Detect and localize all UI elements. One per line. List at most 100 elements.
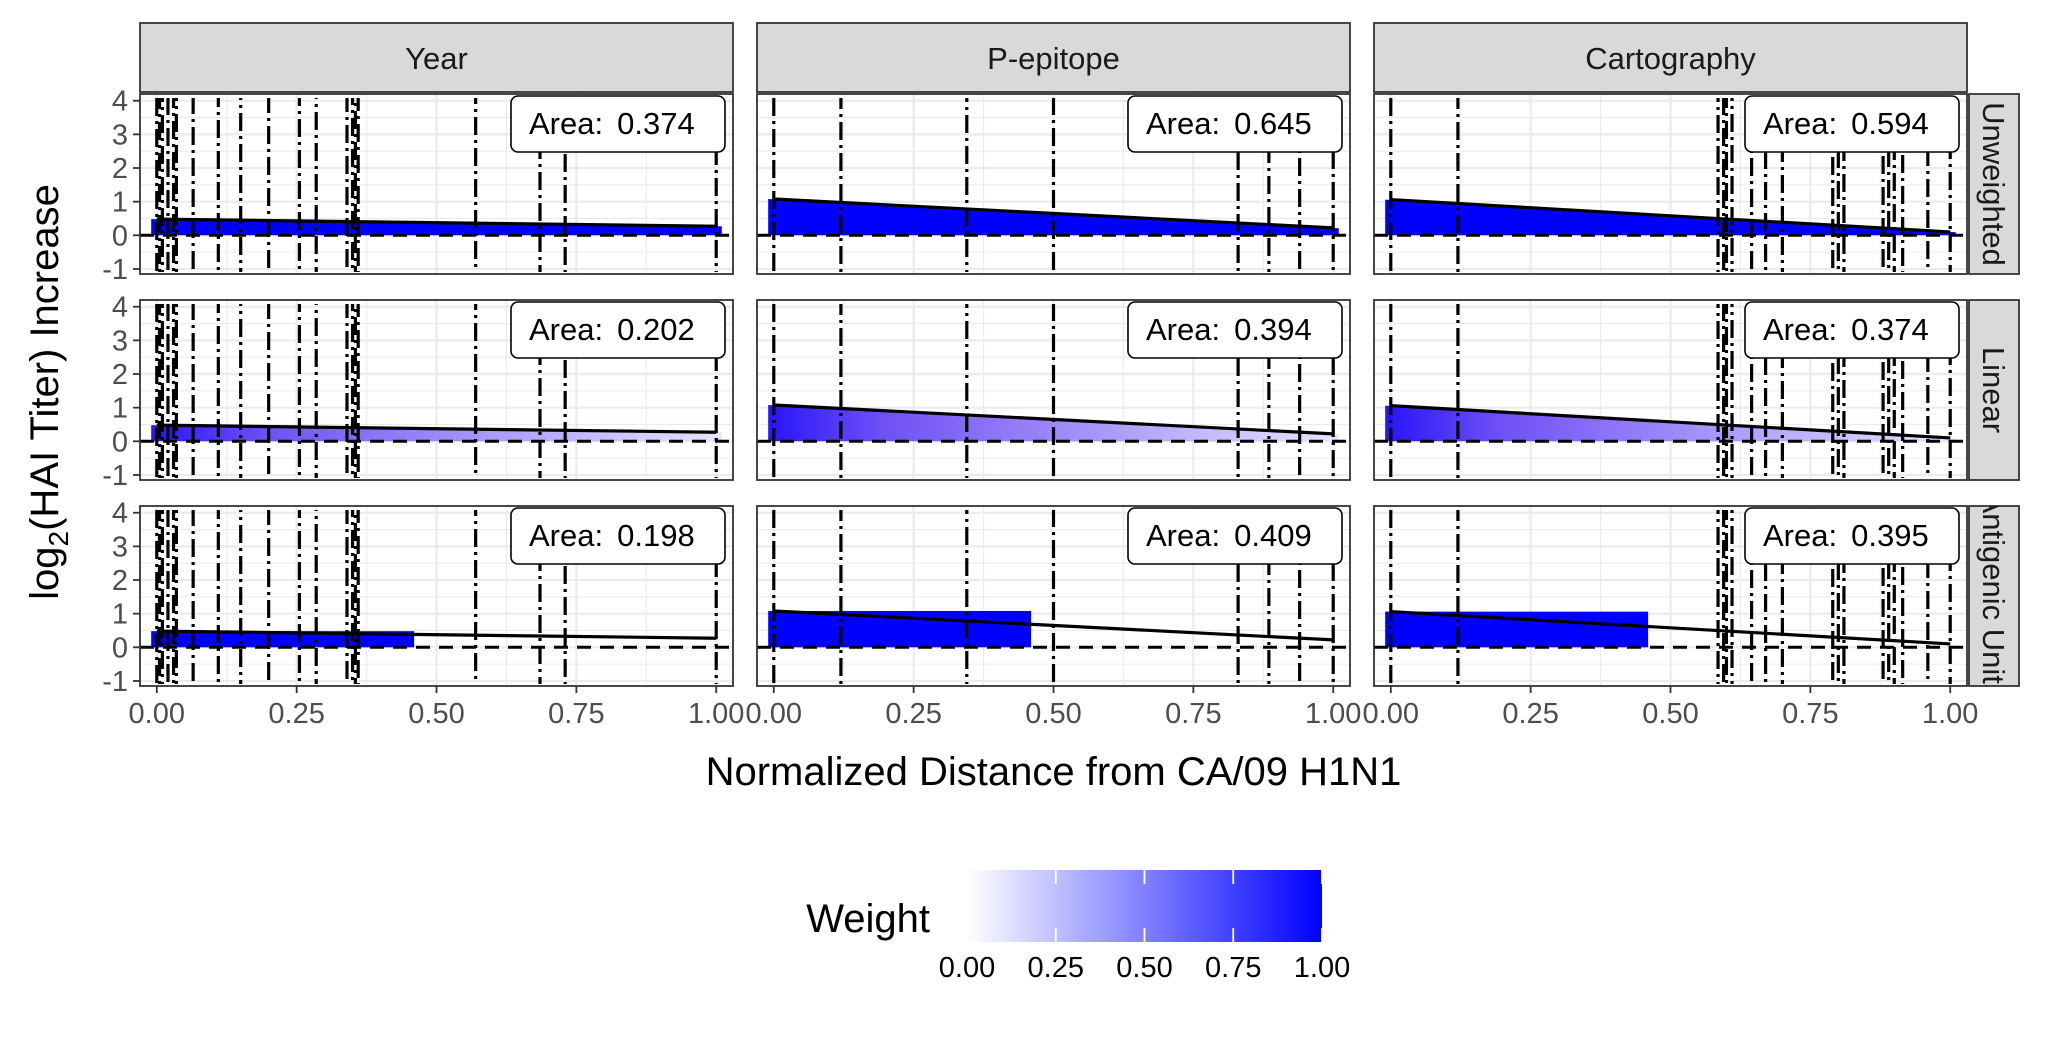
facet-panel-unweighted-p-epitope: Area: 0.645	[756, 93, 1351, 275]
area-fill	[768, 198, 1339, 236]
facet-panel-unweighted-year: Area: 0.374	[139, 93, 734, 275]
x-tick-label: 0.00	[1363, 698, 1419, 730]
area-label-prefix: Area:	[529, 106, 603, 141]
y-tick-label: 1	[112, 393, 128, 425]
x-tick-label: 0.00	[746, 698, 802, 730]
area-label-box	[1127, 301, 1343, 359]
area-label-text: Area: 0.645	[1146, 106, 1312, 141]
weighted-area	[768, 198, 1339, 236]
y-axis-title-subscript: 2	[43, 531, 74, 547]
x-tick-label: 0.25	[885, 698, 941, 730]
facet-strip-year: Year	[139, 22, 734, 93]
x-tick-label: 0.25	[268, 698, 324, 730]
legend-tick-label: 0.75	[1205, 952, 1261, 984]
x-tick-label: 0.50	[1025, 698, 1081, 730]
area-label-value: 0.394	[1234, 312, 1312, 347]
y-tick-label: 2	[112, 359, 128, 391]
area-label-value: 0.198	[617, 518, 695, 553]
facet-strip-cartography: Cartography	[1373, 22, 1968, 93]
x-axis-title: Normalized Distance from CA/09 H1N1	[706, 750, 1402, 794]
y-tick-label: 3	[112, 531, 128, 563]
x-tick-label: 0.75	[548, 698, 604, 730]
area-label-value: 0.594	[1851, 106, 1929, 141]
facet-strip-background	[1373, 22, 1968, 93]
area-label-box	[510, 507, 726, 565]
weighted-area	[1385, 611, 1649, 648]
legend-tick-label: 0.25	[1028, 952, 1084, 984]
fitted-line	[773, 609, 1334, 642]
y-tick-label: 3	[112, 325, 128, 357]
area-label-value: 0.374	[1851, 312, 1929, 347]
y-tick-label: 4	[112, 86, 128, 118]
area-label-text: Area: 0.395	[1763, 518, 1929, 553]
facet-strip-unweighted: Unweighted	[1968, 93, 2020, 275]
y-tick-label: 2	[112, 565, 128, 597]
area-label-text: Area: 0.374	[529, 106, 695, 141]
facet-strip-background	[139, 22, 734, 93]
facet-strip-background	[1968, 93, 2020, 275]
strain-lines	[155, 304, 718, 478]
weighted-area	[151, 219, 722, 236]
fitted-line	[1390, 404, 1951, 440]
area-label-prefix: Area:	[1146, 312, 1220, 347]
area-label-prefix: Area:	[1763, 106, 1837, 141]
fitted-line	[773, 197, 1334, 230]
y-tick-label: 0	[112, 426, 128, 458]
legend-tick-label: 0.50	[1116, 952, 1172, 984]
x-tick-label: 0.50	[1642, 698, 1698, 730]
fitted-line	[773, 403, 1334, 436]
facet-strip-label: Unweighted	[1976, 102, 2011, 266]
y-tick-label: 4	[112, 292, 128, 324]
fitted-line	[156, 629, 717, 640]
strain-lines	[155, 510, 718, 684]
area-label-value: 0.645	[1234, 106, 1312, 141]
area-label-text: Area: 0.198	[529, 518, 695, 553]
area-label-prefix: Area:	[1146, 106, 1220, 141]
fitted-line	[156, 423, 717, 434]
facet-panel-antigenic-units-p-epitope: Area: 0.409	[756, 505, 1351, 687]
x-tick-label: 0.75	[1165, 698, 1221, 730]
area-label-box	[1744, 507, 1960, 565]
weighted-area	[768, 404, 1339, 442]
y-tick-label: 1	[112, 187, 128, 219]
panel-border	[139, 93, 734, 275]
area-label-prefix: Area:	[1763, 312, 1837, 347]
panel-border	[1373, 299, 1968, 481]
x-tick-label: 1.00	[1922, 698, 1978, 730]
area-label-text: Area: 0.202	[529, 312, 695, 347]
y-tick-label: -1	[102, 666, 128, 698]
facet-strip-label: Linear	[1976, 347, 2011, 433]
weighted-area	[151, 425, 722, 442]
legend-tick-label: 1.00	[1294, 952, 1350, 984]
area-fill	[151, 425, 722, 442]
panel-border	[1373, 93, 1968, 275]
facet-strip-antigenic-units: Antigenic Units	[1968, 493, 2020, 700]
area-label-prefix: Area:	[1146, 518, 1220, 553]
area-label-box	[510, 95, 726, 153]
area-fill	[1385, 611, 1649, 648]
facet-panel-antigenic-units-cartography: Area: 0.395	[1373, 505, 1968, 687]
area-label-value: 0.395	[1851, 518, 1929, 553]
fitted-line	[156, 217, 717, 228]
area-label-box	[510, 301, 726, 359]
area-fill	[768, 404, 1339, 442]
area-label-text: Area: 0.594	[1763, 106, 1929, 141]
legend-title: Weight	[806, 897, 930, 941]
area-label-box	[1127, 95, 1343, 153]
facet-strip-background	[756, 22, 1351, 93]
y-tick-label: 1	[112, 599, 128, 631]
legend: 0.00 0.25 0.50 0.75 1.00 Weight	[806, 870, 1350, 984]
y-tick-label: -1	[102, 460, 128, 492]
panel-border	[139, 299, 734, 481]
facet-strip-label: Antigenic Units	[1976, 493, 2011, 700]
panel-border	[756, 93, 1351, 275]
panels-layer: Area: 0.374 Area: 0.645 Area: 0.594 Area: 0.202…	[139, 22, 2020, 700]
y-tick-label: 3	[112, 119, 128, 151]
facet-strip-label: Year	[405, 41, 468, 76]
x-tick-label: 1.00	[1305, 698, 1361, 730]
facet-strip-linear: Linear	[1968, 299, 2020, 481]
area-label-value: 0.202	[617, 312, 695, 347]
